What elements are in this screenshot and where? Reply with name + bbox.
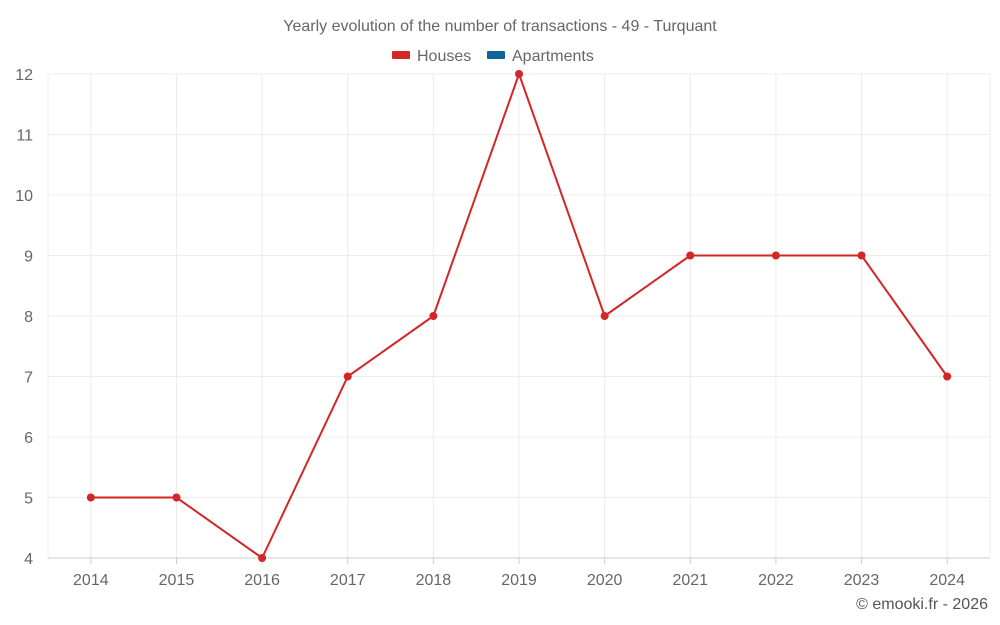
legend-label-apartments: Apartments bbox=[512, 48, 594, 65]
x-tick-label: 2017 bbox=[330, 572, 366, 589]
x-tick-label: 2020 bbox=[587, 572, 623, 589]
y-tick-label: 12 bbox=[15, 67, 33, 84]
x-tick-label: 2018 bbox=[416, 572, 452, 589]
grid bbox=[48, 73, 990, 558]
data-point-houses[interactable] bbox=[258, 554, 267, 562]
data-point-houses[interactable] bbox=[429, 312, 438, 320]
data-point-houses[interactable] bbox=[515, 70, 523, 78]
legend-swatch-apartments bbox=[487, 51, 505, 59]
data-point-houses[interactable] bbox=[686, 251, 695, 260]
legend-item-apartments[interactable]: Apartments bbox=[487, 48, 594, 65]
legend: Houses Apartments bbox=[392, 48, 594, 65]
data-point-houses[interactable] bbox=[343, 372, 352, 381]
series bbox=[86, 70, 952, 562]
y-tick-label: 9 bbox=[24, 249, 33, 266]
x-tick-label: 2023 bbox=[844, 572, 880, 589]
y-tick-label: 8 bbox=[24, 309, 33, 326]
chart-title: Yearly evolution of the number of transa… bbox=[283, 18, 717, 35]
x-tick-label: 2022 bbox=[758, 572, 794, 589]
y-tick-label: 11 bbox=[16, 128, 33, 145]
y-tick-label: 6 bbox=[24, 430, 33, 447]
x-tick-label: 2015 bbox=[159, 572, 195, 589]
data-point-houses[interactable] bbox=[771, 251, 780, 260]
x-tick-label: 2024 bbox=[929, 572, 965, 589]
axes: 4 5 6 7 8 9 10 11 12 2014 2015 2016 2017 2018 2019 2020… bbox=[15, 67, 991, 589]
x-tick-label: 2021 bbox=[672, 572, 708, 589]
data-point-houses[interactable] bbox=[172, 493, 181, 502]
x-tick-label: 2014 bbox=[73, 572, 109, 589]
y-tick-label: 5 bbox=[24, 491, 33, 508]
data-point-houses[interactable] bbox=[857, 251, 866, 260]
data-point-houses[interactable] bbox=[86, 493, 95, 502]
y-tick-label: 10 bbox=[15, 188, 33, 205]
legend-label-houses: Houses bbox=[417, 48, 471, 65]
credit-text: © emooki.fr - 2026 bbox=[856, 596, 988, 613]
x-tick-label: 2019 bbox=[501, 572, 537, 589]
legend-swatch-houses bbox=[392, 51, 410, 59]
y-tick-label: 7 bbox=[24, 370, 33, 387]
y-tick-label: 4 bbox=[24, 551, 33, 568]
data-point-houses[interactable] bbox=[600, 312, 609, 320]
legend-item-houses[interactable]: Houses bbox=[392, 48, 471, 65]
x-tick-label: 2016 bbox=[244, 572, 280, 589]
data-point-houses[interactable] bbox=[943, 372, 952, 381]
